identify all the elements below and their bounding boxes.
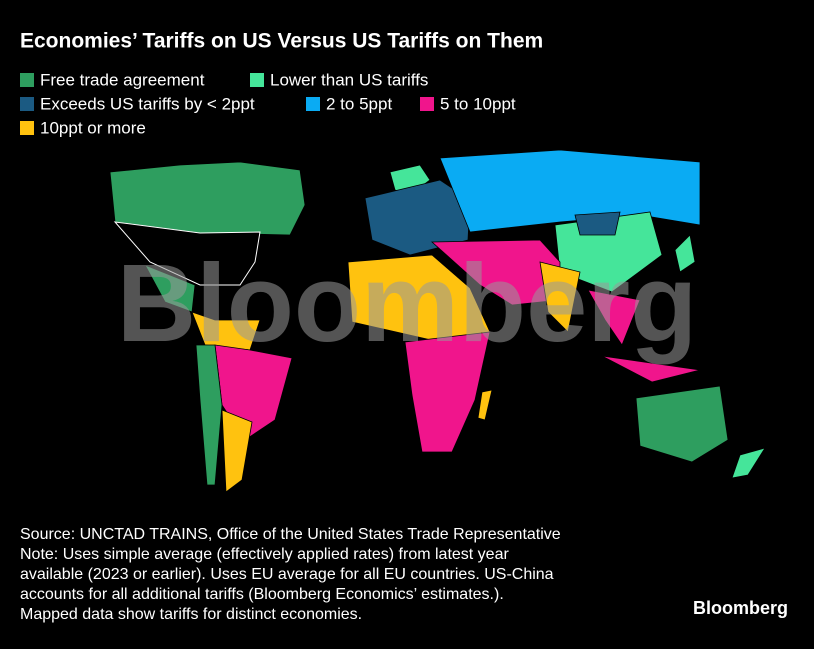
indonesia [601,355,701,383]
title: Economies’ Tariffs on US Versus US Tarif… [20,30,543,53]
northern-south-america [191,311,261,351]
southeast-asia [587,289,641,346]
australia [635,385,729,463]
legend-swatch [306,97,320,111]
legend: Free trade agreement Lower than US tariff… [20,70,516,137]
legend-label: Lower than US tariffs [270,70,428,89]
legend-swatch [20,73,34,87]
map [109,149,766,493]
brand: Bloomberg [693,598,788,618]
canada [109,161,306,236]
legend-swatch [250,73,264,87]
southern-africa [404,331,491,453]
footer-line: accounts for all additional tariffs (Blo… [20,586,504,603]
legend-label: 2 to 5ppt [326,94,392,113]
west-south-america [195,344,223,486]
russia [439,149,701,233]
footer-line: Note: Uses simple average (effectively a… [20,546,509,563]
india [539,261,581,333]
argentina [221,409,253,493]
legend-label: Free trade agreement [40,70,205,89]
japan [674,234,696,273]
madagascar [477,389,493,421]
united-states [113,221,261,286]
legend-swatch [20,97,34,111]
legend-label: Exceeds US tariffs by < 2ppt [40,94,255,113]
footer-line: available (2023 or earlier). Uses EU ave… [20,566,554,583]
new-zealand [731,447,766,479]
legend-swatch [20,121,34,135]
footer: Source: UNCTAD TRAINS, Office of the Uni… [20,526,561,623]
europe [364,179,471,256]
legend-swatch [420,97,434,111]
footer-line: Source: UNCTAD TRAINS, Office of the Uni… [20,526,561,543]
footer-line: Mapped data show tariffs for distinct ec… [20,606,362,623]
legend-label: 10ppt or more [40,118,146,137]
mongolia [574,211,621,236]
watermark: Bloomberg [117,242,698,365]
legend-label: 5 to 10ppt [440,94,516,113]
